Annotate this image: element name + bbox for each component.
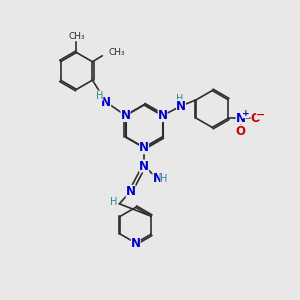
- Text: N: N: [152, 172, 162, 185]
- Text: N: N: [176, 100, 186, 112]
- Text: −: −: [256, 110, 266, 120]
- Text: CH₃: CH₃: [109, 48, 125, 57]
- Text: N: N: [139, 160, 149, 172]
- Text: N: N: [126, 185, 136, 198]
- Text: N: N: [158, 109, 168, 122]
- Text: CH₃: CH₃: [68, 32, 85, 41]
- Text: +: +: [242, 109, 250, 118]
- Text: N: N: [101, 96, 111, 109]
- Text: O: O: [250, 112, 260, 125]
- Text: N: N: [131, 236, 141, 250]
- Text: H: H: [96, 91, 103, 100]
- Text: H: H: [110, 197, 117, 207]
- Text: O: O: [236, 125, 246, 138]
- Text: N: N: [121, 109, 130, 122]
- Text: N: N: [139, 141, 149, 154]
- Text: H: H: [176, 94, 183, 104]
- Text: H: H: [160, 173, 168, 184]
- Text: N: N: [236, 112, 246, 125]
